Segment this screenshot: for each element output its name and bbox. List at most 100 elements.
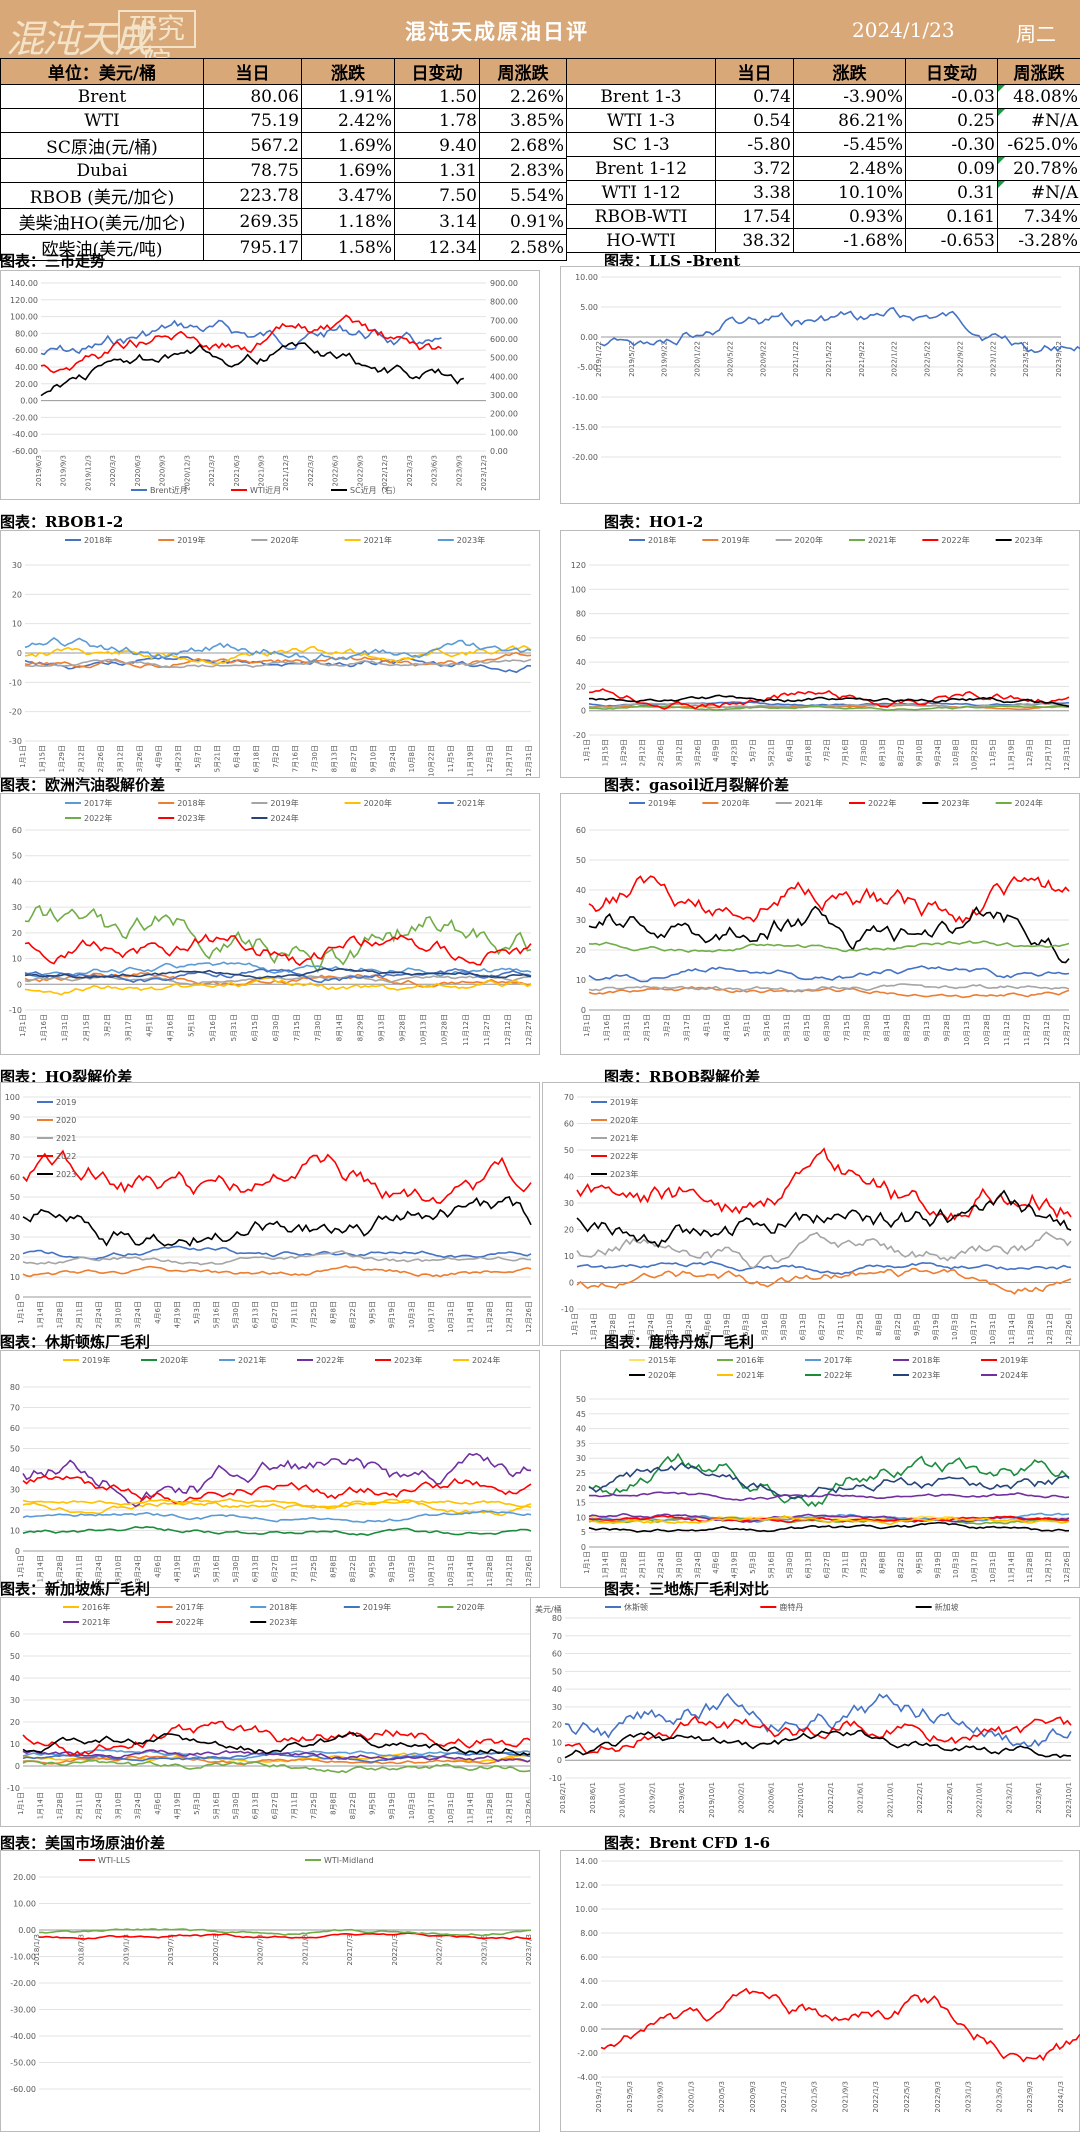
x-tick-label: 1月1日 <box>583 1014 591 1037</box>
x-tick-label: 5月3日 <box>749 1551 757 1574</box>
series-line <box>588 940 1070 953</box>
y-tick-label: 60 <box>576 826 586 835</box>
y-tick-label: 30 <box>576 916 586 925</box>
x-tick-label: 9月19日 <box>932 1313 940 1340</box>
x-tick-label: 1月29日 <box>58 745 66 772</box>
price-cell: 2.42% <box>301 108 395 133</box>
price-row: SC原油(元/桶) 567.2 1.69% 9.40 2.68% <box>0 132 567 159</box>
chart-euqy: 60 50 40 30 20 10 0 -10 1月1日 1月16日 1月31日 2月15日 3月2日 3… <box>0 793 540 1055</box>
x-tick-label: 1月1日 <box>17 1555 25 1578</box>
x-tick-label: 2023/3/3 <box>406 455 414 486</box>
chart-caption: 图表：鹿特丹炼厂毛利 <box>604 1333 755 1351</box>
logo-seal: 研究院 <box>118 10 196 79</box>
x-tick-label: 2021/1/3 <box>301 1934 309 1965</box>
x-tick-label: 10月28日 <box>983 1014 991 1046</box>
x-tick-label: 7月16日 <box>841 739 849 766</box>
x-tick-label: 1月29日 <box>620 739 628 766</box>
x-tick-label: 1月1日 <box>17 1301 25 1324</box>
series-line <box>22 1732 532 1756</box>
x-tick-label: 12月26日 <box>1063 1551 1071 1583</box>
series-line <box>24 645 532 665</box>
x-tick-label: 10月22日 <box>428 745 436 777</box>
y-tick-label: 60.00 <box>15 346 38 355</box>
x-tick-label: 2021/5/22 <box>825 341 833 377</box>
x-tick-label: 12月31日 <box>1063 739 1071 771</box>
logo-mark: 混沌天成 <box>6 17 152 61</box>
y-tick-label: 50 <box>552 1667 562 1676</box>
x-tick-label: 12月3日 <box>1026 739 1034 766</box>
x-tick-label: 2020/2/1 <box>738 1782 746 1813</box>
x-tick-label: 6月15日 <box>251 1014 259 1041</box>
x-tick-label: 10月17日 <box>970 1313 978 1345</box>
x-tick-label: 2019/7/3 <box>167 1934 175 1965</box>
x-tick-label: 1月14日 <box>601 1551 609 1578</box>
y-tick-label: 40 <box>10 1213 20 1222</box>
y-tick-label: 0 <box>15 1762 20 1771</box>
x-tick-label: 2021/6/3 <box>233 455 241 486</box>
x-tick-label: 6月27日 <box>271 1555 279 1582</box>
x-tick-label: 11月19日 <box>1008 739 1016 771</box>
price-header-cell: 当日 <box>203 58 302 85</box>
x-tick-label: 2022/3/3 <box>307 455 315 486</box>
legend-label: 2022年 <box>868 798 896 808</box>
x-tick-label: 1月31日 <box>61 1014 69 1041</box>
legend-label: 2019年 <box>270 798 298 808</box>
legend-label: 2023年 <box>941 798 969 808</box>
y-tick-label: 20 <box>12 929 22 938</box>
x-tick-label: 6月30日 <box>272 1014 280 1041</box>
x-tick-label: 2022/10/1 <box>976 1782 984 1818</box>
legend-label: 2023年 <box>269 1617 297 1627</box>
legend-label: WTI-Midland <box>324 1856 374 1865</box>
legend-label: 2016年 <box>82 1602 110 1612</box>
series-line <box>576 1260 1072 1276</box>
legend-label: 2021 <box>56 1134 76 1143</box>
x-tick-label: 2月24日 <box>95 1301 103 1328</box>
x-tick-label: 10月17日 <box>427 1792 435 1824</box>
price-row-label: SC原油(元/桶) <box>0 132 204 159</box>
legend-label: 2021年 <box>736 1370 764 1380</box>
x-tick-label: 2022/5/22 <box>924 341 932 377</box>
x-tick-label: 5月3日 <box>193 1555 201 1578</box>
y-tick-label: 30 <box>576 1454 586 1463</box>
price-cell: 75.19 <box>203 108 302 133</box>
x-tick-label: 1月31日 <box>623 1014 631 1041</box>
x-tick-label: 2018/10/1 <box>619 1782 627 1818</box>
x-tick-label: 2022/6/3 <box>332 455 340 486</box>
x-tick-label: 4月9日 <box>712 739 720 762</box>
x-tick-label: 10月31日 <box>989 1551 997 1583</box>
y-tick-label: -30.00 <box>10 2006 36 2015</box>
y-tick-label: 10 <box>10 1527 20 1536</box>
series-line <box>22 1149 532 1204</box>
spread-cell: -0.03 <box>905 84 998 109</box>
legend-label: 2018年 <box>269 1602 297 1612</box>
y-tick-label: 20 <box>10 1506 20 1515</box>
spread-row: Brent 1-12 3.72 2.48% 0.09 20.78% <box>566 156 1080 181</box>
x-tick-label: 7月11日 <box>291 1555 299 1582</box>
price-row-label: Dubai <box>0 158 204 183</box>
x-tick-label: 12月12日 <box>505 1301 513 1333</box>
y-tick-label: -20.00 <box>10 1979 36 1988</box>
series-line <box>588 1491 1070 1502</box>
y2-tick-label: 300.00 <box>490 391 518 400</box>
spread-header-cell: 日变动 <box>905 58 998 85</box>
y-tick-label: -60.00 <box>12 447 38 456</box>
y-tick-label: 20 <box>10 1718 20 1727</box>
spread-table: 当日 涨跌 日变动 周涨跌 Brent 1-3 0.74 -3.90% -0.03 48.08%… <box>566 58 1080 253</box>
series-line <box>600 307 1080 354</box>
price-cell: 1.58% <box>301 234 395 261</box>
legend-label: 2022年 <box>84 813 112 823</box>
x-tick-label: 2023/10/1 <box>1065 1782 1073 1818</box>
chart-gasoil: 60 50 40 30 20 10 0 1月1日 1月16日 1月31日 2月15日 3月2日 3月17… <box>560 793 1080 1055</box>
y-tick-label: 40.00 <box>15 363 38 372</box>
chart-usspread-svg: 20.00 10.00 0.00 -10.00 -20.00 -30.00 -40.00 -5… <box>10 1856 533 2094</box>
y-tick-label: 60 <box>10 1173 20 1182</box>
y-tick-label: 10 <box>576 1513 586 1522</box>
x-tick-label: 5月16日 <box>212 1555 220 1582</box>
spread-header-cell: 当日 <box>715 58 794 85</box>
legend-label: 2020年 <box>795 535 823 545</box>
x-tick-label: 5月16日 <box>209 1014 217 1041</box>
spread-cell: 0.54 <box>715 108 794 133</box>
x-tick-label: 9月5日 <box>913 1313 921 1336</box>
x-tick-label: 11月5日 <box>447 745 455 772</box>
legend-label: Brent近月 <box>150 485 188 495</box>
